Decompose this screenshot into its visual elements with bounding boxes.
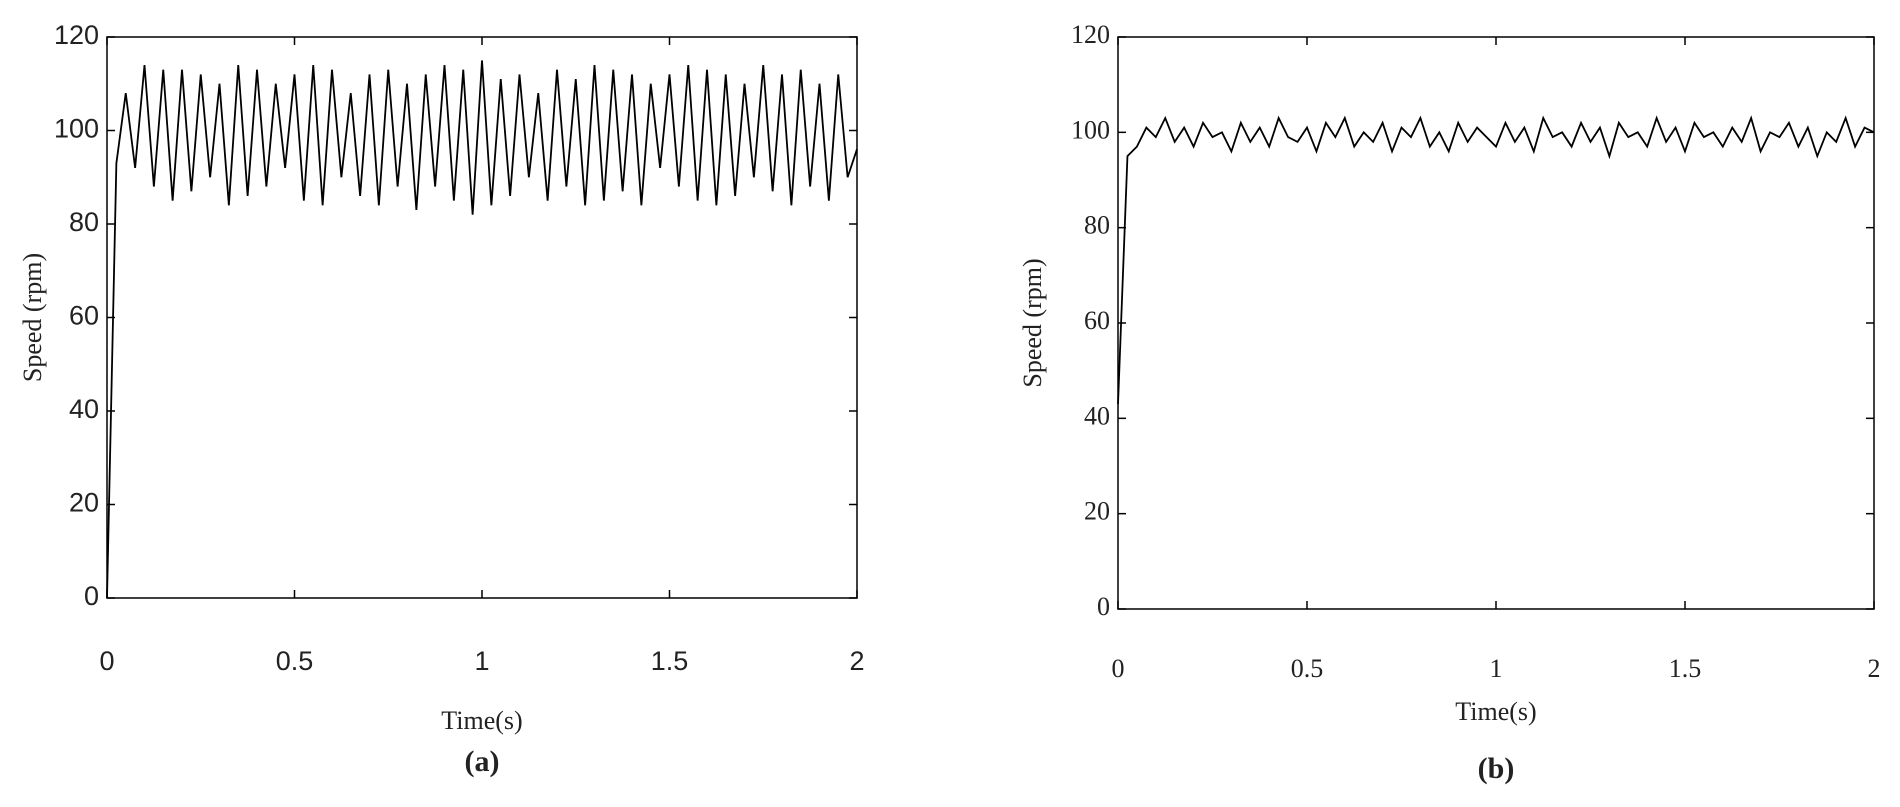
x-tick-label: 1 [474, 646, 489, 676]
y-tick-label: 100 [54, 114, 99, 144]
x-tick-label: 0 [99, 646, 114, 676]
caption: (a) [465, 745, 500, 778]
x-tick-label: 0.5 [276, 646, 314, 676]
y-tick-label: 20 [69, 488, 99, 518]
x-axis-label: Time(s) [1455, 697, 1536, 726]
y-tick-label: 0 [1097, 592, 1110, 621]
y-tick-label: 40 [69, 394, 99, 424]
plot-frame [106, 36, 858, 599]
y-tick-label: 80 [69, 207, 99, 237]
speed-line [106, 60, 858, 599]
speed-line [1117, 115, 1875, 405]
x-tick-label: 1.5 [1669, 654, 1702, 683]
y-tick-label: 120 [1071, 20, 1110, 49]
x-tick-label: 0.5 [1291, 654, 1324, 683]
y-axis-label: Speed (rpm) [18, 253, 47, 382]
x-tick-label: 2 [1868, 654, 1881, 683]
y-tick-label: 80 [1084, 211, 1110, 240]
y-tick-label: 0 [84, 581, 99, 611]
y-tick-label: 60 [1084, 306, 1110, 335]
x-tick-label: 1.5 [651, 646, 689, 676]
x-tick-label: 1 [1490, 654, 1503, 683]
y-tick-label: 100 [1071, 115, 1110, 144]
y-tick-label: 20 [1084, 497, 1110, 526]
plot-frame [1117, 36, 1875, 610]
y-tick-label: 40 [1084, 401, 1110, 430]
y-axis-label: Speed (rpm) [1018, 258, 1047, 387]
x-axis-label: Time(s) [441, 706, 522, 735]
x-tick-label: 0 [1112, 654, 1125, 683]
x-tick-label: 2 [849, 646, 864, 676]
y-tick-label: 60 [69, 301, 99, 331]
y-tick-label: 120 [54, 20, 99, 50]
caption: (b) [1478, 752, 1515, 785]
